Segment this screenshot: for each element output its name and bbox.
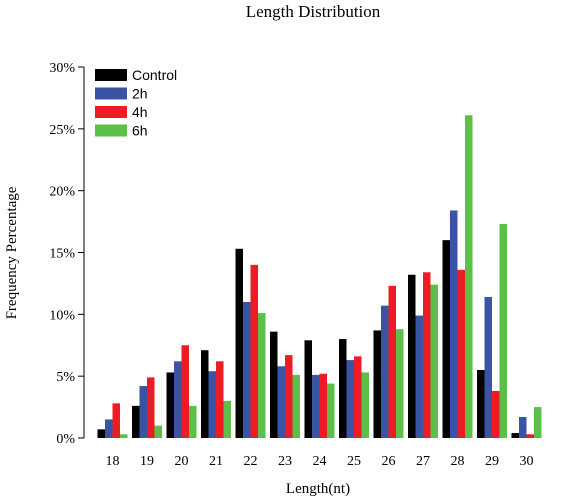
bar-6h-18 [120, 434, 128, 438]
bar-2h-27 [415, 315, 423, 438]
bar-control-28 [442, 240, 450, 438]
bar-4h-18 [112, 403, 120, 438]
bar-6h-19 [154, 425, 162, 438]
x-tick-label: 26 [382, 454, 396, 469]
x-tick-label: 29 [485, 454, 499, 469]
legend-label-6h: 6h [132, 123, 148, 139]
y-axis: 0% 5% 10% 15% 20% 25% 30% [49, 61, 85, 447]
bar-2h-25 [346, 360, 354, 438]
x-tick-label: 25 [347, 454, 361, 469]
bar-4h-22 [250, 264, 258, 438]
bar-4h-25 [354, 356, 362, 438]
bar-6h-25 [361, 372, 369, 438]
bar-control-23 [270, 331, 278, 438]
bar-control-25 [339, 339, 347, 438]
y-tick-label: 30% [49, 61, 75, 76]
y-tick-label: 5% [56, 370, 75, 385]
bar-4h-26 [388, 285, 396, 438]
bar-2h-18 [105, 419, 113, 438]
x-tick-label: 27 [416, 454, 430, 469]
bar-2h-26 [381, 305, 389, 438]
y-tick-label: 10% [49, 308, 75, 323]
bar-4h-28 [457, 269, 465, 438]
x-tick-label: 30 [520, 454, 534, 469]
bar-4h-19 [147, 377, 155, 438]
legend-label-4h: 4h [132, 104, 148, 120]
bar-control-29 [477, 369, 485, 438]
bars-group [97, 115, 542, 438]
y-tick-label: 0% [56, 432, 75, 447]
bar-control-20 [166, 372, 174, 438]
bar-2h-20 [174, 361, 182, 438]
bar-4h-27 [423, 272, 431, 438]
bar-6h-26 [396, 329, 404, 438]
bar-2h-24 [312, 374, 320, 438]
bar-control-21 [201, 350, 209, 438]
bar-2h-23 [277, 366, 285, 438]
bar-4h-30 [526, 434, 534, 438]
bar-2h-19 [139, 386, 147, 438]
bar-4h-21 [216, 361, 224, 438]
bar-4h-20 [181, 345, 189, 438]
bar-2h-21 [208, 371, 216, 438]
legend-swatch-2h [95, 87, 127, 100]
bar-2h-22 [243, 301, 251, 438]
x-tick-label: 20 [175, 454, 189, 469]
bar-control-30 [511, 433, 519, 438]
bar-4h-29 [492, 391, 500, 438]
bar-2h-28 [450, 210, 458, 438]
bar-6h-22 [258, 313, 266, 438]
bar-control-26 [373, 330, 381, 438]
bar-6h-20 [189, 405, 197, 438]
bar-control-22 [235, 248, 243, 438]
bar-6h-30 [534, 407, 542, 438]
y-tick-label: 15% [49, 247, 75, 262]
bar-2h-29 [484, 297, 492, 438]
bar-2h-30 [519, 416, 527, 438]
legend-label-2h: 2h [132, 86, 148, 102]
legend-swatch-control [95, 69, 127, 81]
bar-control-18 [97, 429, 105, 438]
chart-title: Length Distribution [246, 2, 381, 21]
bar-6h-23 [292, 374, 300, 438]
x-axis-title: Length(nt) [286, 481, 350, 497]
bar-6h-24 [327, 383, 335, 438]
bar-6h-21 [223, 400, 231, 438]
x-tick-label: 24 [313, 454, 327, 469]
bar-6h-29 [499, 224, 507, 438]
x-axis: 18 19 20 21 22 23 24 25 26 27 28 29 30 [106, 454, 534, 469]
bar-control-24 [304, 340, 312, 438]
bar-4h-23 [285, 355, 293, 438]
bar-6h-27 [430, 284, 438, 438]
x-tick-label: 22 [244, 454, 258, 469]
legend-label-control: Control [132, 67, 177, 83]
y-tick-label: 25% [49, 123, 75, 138]
bar-4h-24 [319, 373, 327, 438]
legend-swatch-6h [95, 124, 127, 137]
legend: Control 2h 4h 6h [95, 67, 177, 139]
y-axis-title: Frequency Percentage [4, 186, 20, 319]
x-tick-label: 18 [106, 454, 120, 469]
bar-control-27 [408, 274, 416, 438]
bar-control-19 [132, 405, 140, 438]
x-tick-label: 28 [451, 454, 465, 469]
legend-swatch-4h [95, 106, 127, 118]
y-tick-label: 20% [49, 185, 75, 200]
x-tick-label: 21 [209, 454, 223, 469]
x-tick-label: 23 [278, 454, 292, 469]
x-tick-label: 19 [140, 454, 154, 469]
bar-6h-28 [465, 115, 473, 438]
